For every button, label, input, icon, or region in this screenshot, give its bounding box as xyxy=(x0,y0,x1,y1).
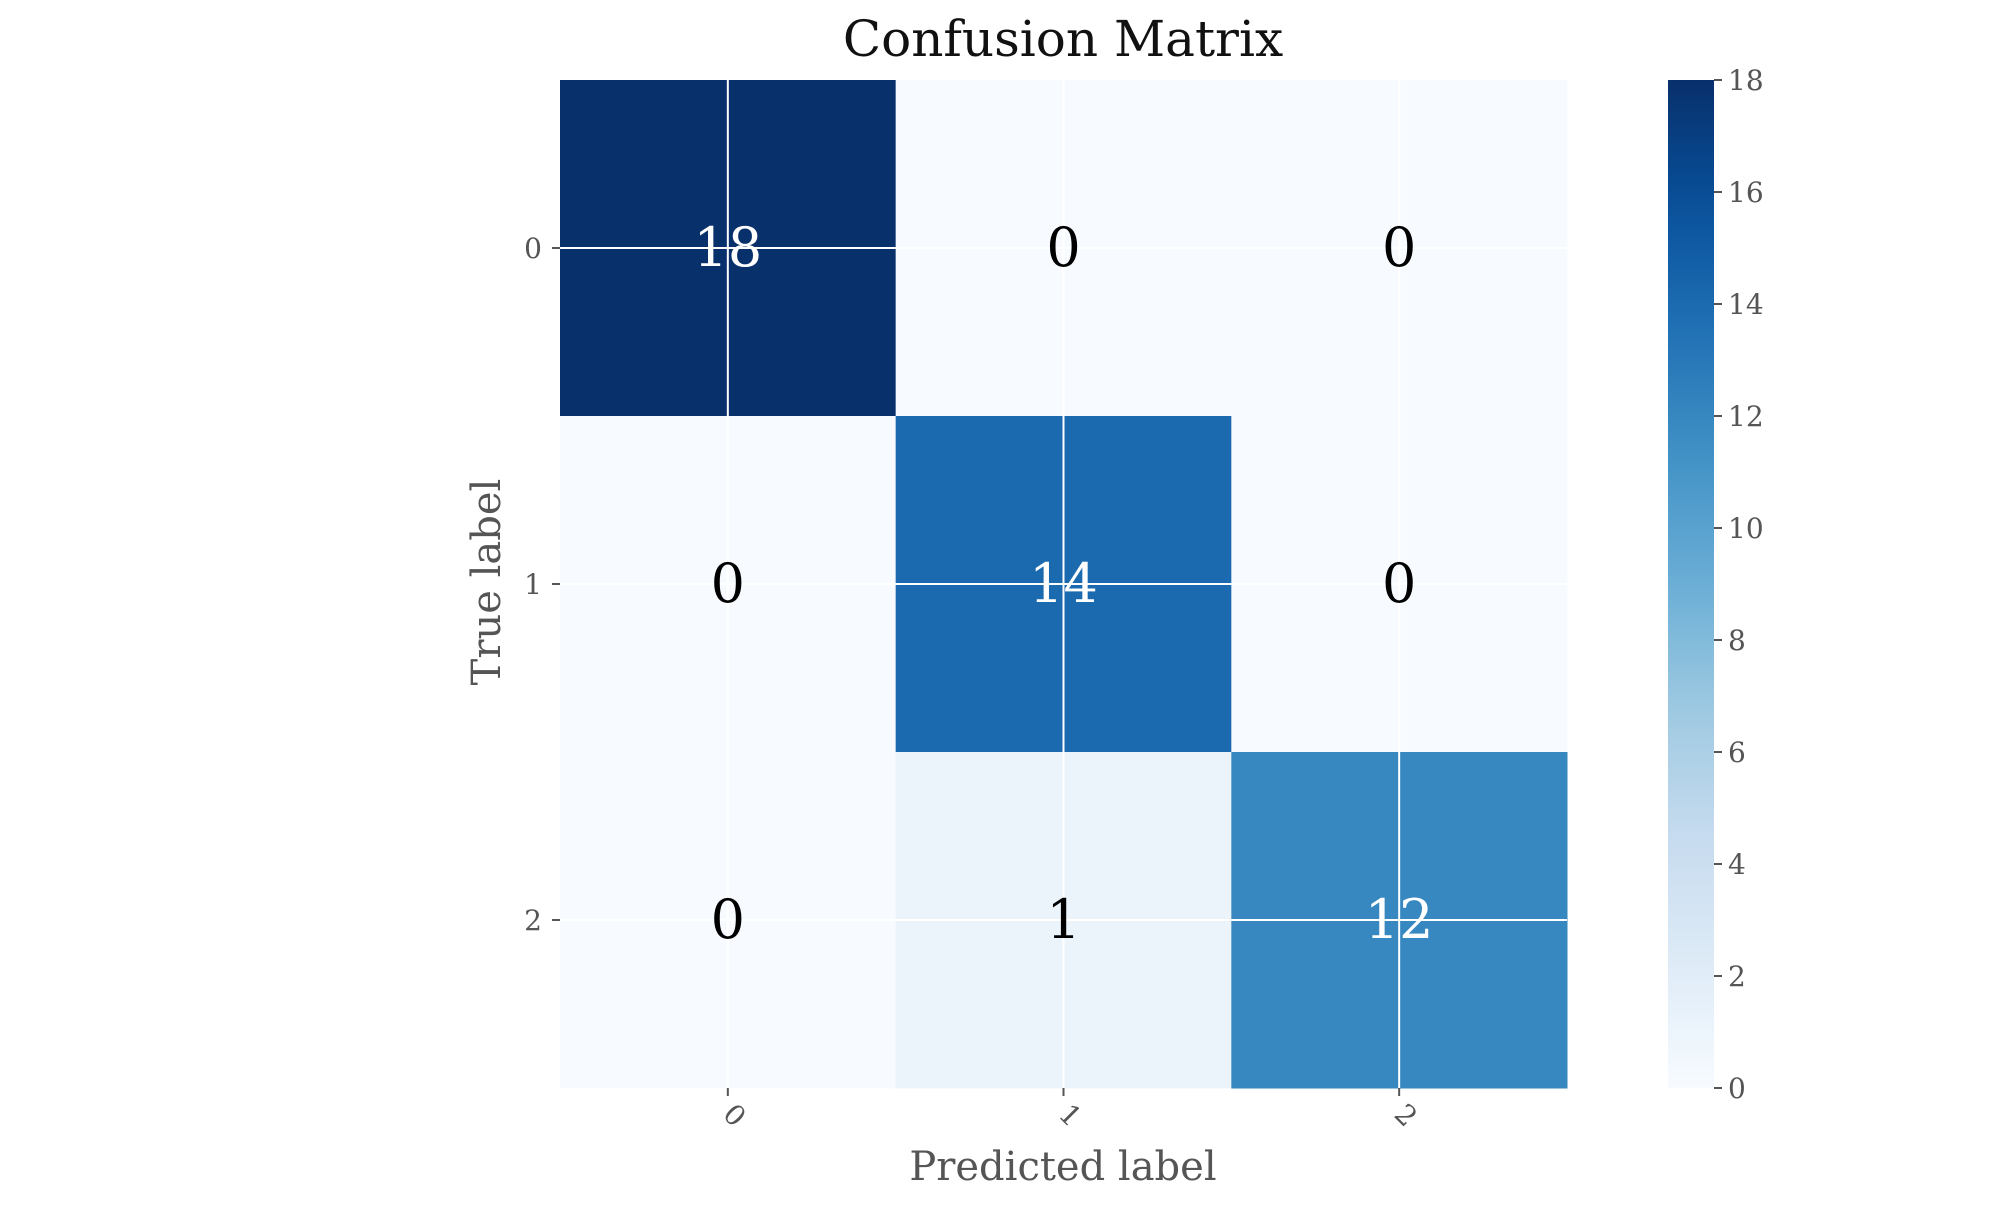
colorbar-tick-label: 10 xyxy=(1728,512,1764,545)
x-tick-label: 0 xyxy=(717,1097,753,1133)
x-tick-label: 1 xyxy=(1052,1097,1088,1133)
x-axis-ticks: 0 1 2 xyxy=(717,1088,1424,1133)
cell-value-label: 0 xyxy=(1382,216,1416,279)
cell-value-label: 0 xyxy=(711,552,745,615)
cell-value-label: 0 xyxy=(1046,216,1080,279)
colorbar-tick-label: 6 xyxy=(1728,736,1746,769)
cell-value-label: 0 xyxy=(711,888,745,951)
y-axis-label: True label xyxy=(464,479,510,686)
cell-value-label: 14 xyxy=(1029,552,1098,615)
colorbar-tick-label: 16 xyxy=(1728,176,1764,209)
gridlines xyxy=(560,80,1567,1088)
colorbar xyxy=(1668,80,1714,1088)
y-axis-ticks: 0 1 2 xyxy=(524,232,560,937)
colorbar-tick-label: 18 xyxy=(1728,64,1764,97)
cell-value-labels: 18 0 0 0 14 0 0 1 12 xyxy=(693,216,1433,951)
y-tick-label: 2 xyxy=(524,904,542,937)
cell-value-label: 18 xyxy=(693,216,762,279)
colorbar-tick-label: 0 xyxy=(1728,1072,1746,1105)
y-tick-label: 0 xyxy=(524,232,542,265)
colorbar-tick-label: 8 xyxy=(1728,624,1746,657)
chart-title: Confusion Matrix xyxy=(843,10,1283,68)
cell-value-label: 12 xyxy=(1365,888,1434,951)
colorbar-ticks: 0 2 4 6 8 10 12 14 16 18 xyxy=(1714,64,1764,1105)
colorbar-tick-label: 4 xyxy=(1728,848,1746,881)
colorbar-tick-label: 12 xyxy=(1728,400,1764,433)
y-tick-label: 1 xyxy=(524,568,542,601)
cell-value-label: 0 xyxy=(1382,552,1416,615)
cell-value-label: 1 xyxy=(1046,888,1080,951)
colorbar-tick-label: 14 xyxy=(1728,288,1764,321)
colorbar-tick-label: 2 xyxy=(1728,960,1746,993)
x-axis-label: Predicted label xyxy=(909,1144,1216,1190)
x-tick-label: 2 xyxy=(1388,1097,1424,1133)
